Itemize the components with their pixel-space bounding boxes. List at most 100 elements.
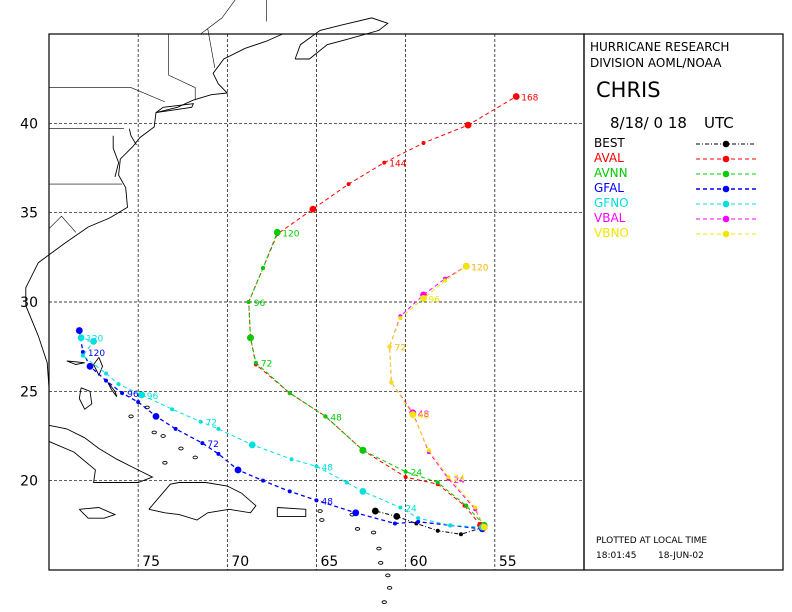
track-line [80,337,483,528]
forecast-hour-label: 48 [322,463,334,473]
coastline-cuba [48,424,154,483]
track-gfal: 120 96 72 48 [75,327,486,533]
track-gfno: 120 96 72 48 24 [77,334,486,531]
forecast-hour-label: 24 [405,504,417,514]
coastline-us-east-coast [25,33,283,388]
org-line-2: DIVISION AOML/NOAA [590,56,722,70]
track-point [80,353,85,358]
y-tick-label: 20 [20,474,38,490]
forecast-hour-label: 48 [330,413,342,423]
coastline-small-island [178,446,184,451]
state-border [48,215,77,233]
track-line [78,330,483,530]
track-point [442,278,447,283]
track-line [375,510,485,535]
track-point [198,419,203,424]
x-tick-label: 55 [499,554,517,570]
legend-label: VBNO [594,226,629,240]
coastline-small-island [376,546,382,551]
coastline-small-island [386,586,393,590]
track-layer: 1441681209672482412096724812096724824120… [75,93,539,537]
track-vbno: 120 96 72 48 24 [387,262,489,531]
coastline-small-island [381,600,387,605]
track-point [136,400,141,405]
track-point [382,160,387,165]
coastline-small-island [354,527,361,531]
track-point [120,391,125,396]
forecast-hour-label: 120 [471,263,488,273]
track-point [398,505,403,510]
legend-item-vbal: VBAL [594,212,764,225]
forecast-hour-label: 48 [418,410,430,420]
panel-frame [583,33,784,571]
forecast-hour-label: 96 [127,390,139,400]
legend-swatch-marker [722,185,730,193]
coastline-hispaniola [148,482,257,521]
track-point [170,407,175,412]
forecast-hour-label: 48 [418,412,430,422]
storm-name: CHRIS [596,78,661,102]
track-point [462,262,470,270]
track-line [389,265,485,528]
track-point [464,121,472,129]
track-point [426,448,431,453]
state-border [207,0,267,29]
track-line [248,96,517,526]
grid-layer [49,34,584,570]
coastline-small-island [378,561,384,565]
state-border [49,87,166,103]
forecast-hour-label: 24 [411,469,423,479]
forecast-hour-label: 72 [207,440,218,450]
coastline-small-island [160,434,166,438]
track-point [458,532,463,537]
track-point [86,362,94,370]
legend-swatch [696,140,756,148]
track-point [392,521,397,526]
forecast-hour-label: 72 [395,344,406,354]
track-point [403,475,408,480]
track-point [512,93,520,100]
track-point [446,475,451,480]
legend-panel: HURRICANE RESEARCH DIVISION AOML/NOAA CH… [584,34,783,570]
track-point [389,380,394,385]
track-point [314,464,319,469]
track-point [200,441,205,446]
forecast-hour-label: 120 [88,349,105,359]
legend-item-gfal: GFAL [594,182,764,195]
forecast-hour-label: 24 [453,476,465,486]
track-point [473,505,478,510]
org-line-1: HURRICANE RESEARCH [590,40,730,54]
coastline-eleuthera [107,382,118,397]
track-point [80,350,85,355]
x-tick-label: 60 [410,554,428,570]
track-point [289,457,294,462]
plot-date: 18-JUN-02 [658,551,704,561]
track-point [420,295,427,302]
coastline-small-island [385,573,391,578]
track-point [435,480,440,485]
coastline-small-island [151,430,157,435]
y-tick-label: 25 [20,384,38,400]
track-point [116,382,121,387]
coastline-small-island [192,455,198,460]
legend-label: GFNO [594,196,629,210]
track-avnn: 120 96 72 48 24 [246,228,488,529]
track-point [416,516,421,521]
coastline-jamaica [78,507,117,519]
track-point [247,334,254,342]
coastline-andros [78,387,93,410]
coastline-long-island [155,103,195,114]
track-point [314,498,319,503]
track-point [416,519,421,524]
track-point [287,489,292,494]
track-point [359,487,367,495]
legend-swatch [696,230,756,238]
track-point [309,205,317,213]
forecast-hour-label: 144 [389,160,406,170]
coastline-great-abaco [93,357,103,377]
legend-item-best: BEST [594,137,764,150]
track-point [323,414,328,419]
forecast-hour-label: 120 [86,335,103,345]
track-point [248,441,256,449]
